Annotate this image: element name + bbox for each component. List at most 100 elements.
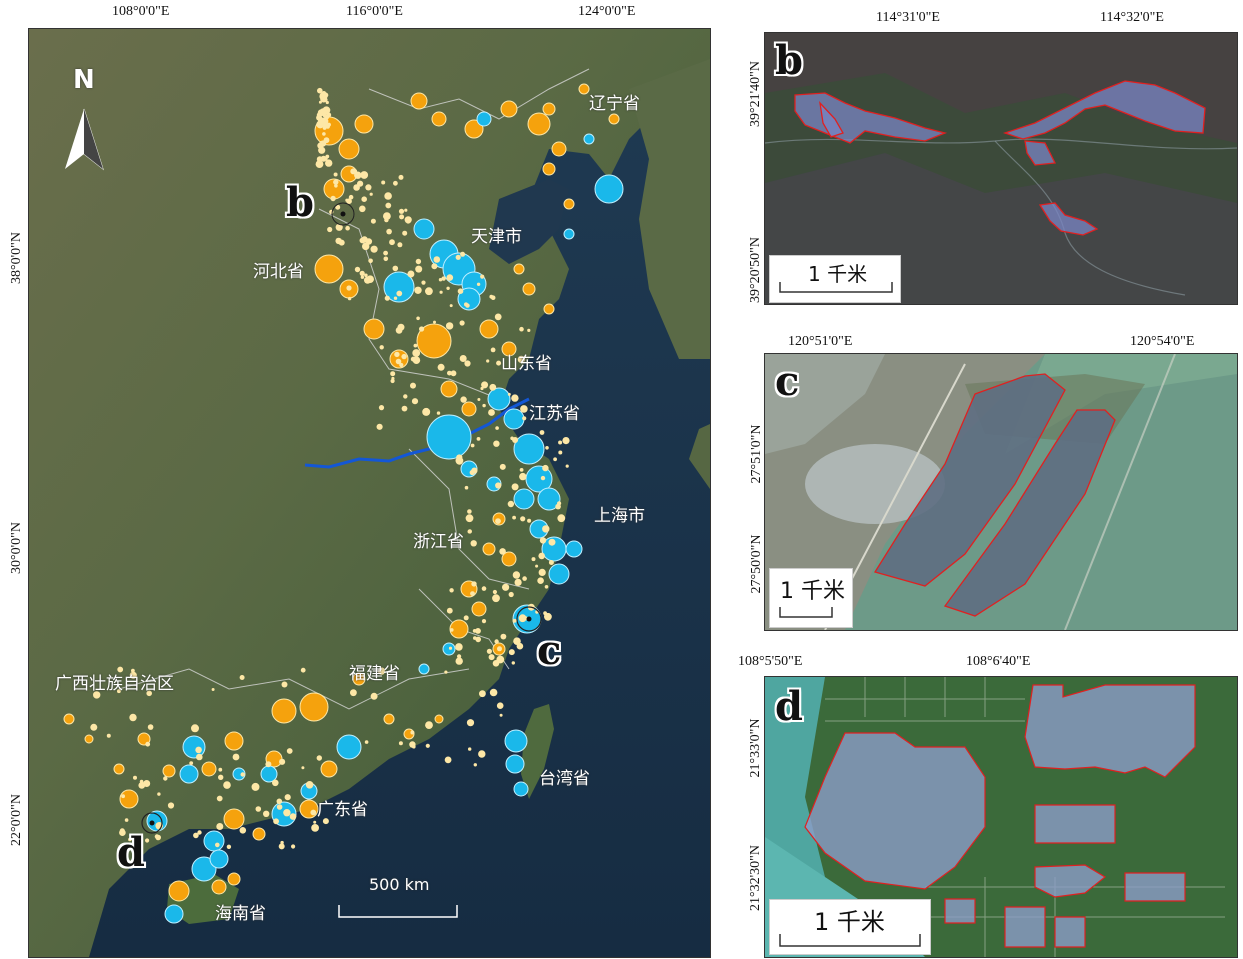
- pv-marker-small-dot: [370, 218, 376, 224]
- pv-marker-small-dot: [398, 174, 404, 180]
- pv-marker-small-dot: [216, 795, 223, 802]
- pv-marker-small-dot: [475, 628, 481, 634]
- pv-marker-small-dot: [327, 226, 333, 233]
- site-marker-c: [516, 606, 542, 632]
- pv-marker-small-dot: [121, 794, 125, 799]
- pv-marker-small-dot: [291, 844, 296, 849]
- pv-marker-small-dot: [391, 376, 395, 381]
- pv-marker-small-dot: [370, 245, 378, 253]
- pv-marker-small-dot: [383, 212, 391, 221]
- pv-marker-small-dot: [316, 114, 323, 121]
- pv-marker-small-dot: [496, 655, 505, 664]
- panel-b-satellite-view[interactable]: b 1 千米: [764, 32, 1238, 305]
- pv-marker-small-dot: [508, 649, 515, 656]
- pv-marker-small-dot: [446, 274, 454, 281]
- pv-marker-small-dot: [279, 758, 286, 765]
- panel-d-top-coord-2: 108°6'40"E: [966, 654, 1031, 669]
- pv-marker-small-dot: [553, 457, 557, 462]
- pv-marker-small-dot: [395, 326, 403, 334]
- pv-marker-small-dot: [470, 443, 475, 448]
- main-map[interactable]: N 500 km 辽宁省 天津市 河北省 山东省 江苏省 上海市 浙江省 福建省…: [28, 28, 711, 958]
- pv-marker-small-dot: [280, 840, 284, 845]
- pv-marker-small-dot: [316, 755, 322, 761]
- pv-marker-small-dot: [325, 100, 329, 105]
- pv-marker-small-dot: [414, 286, 422, 294]
- pv-marker-small-dot: [495, 426, 499, 430]
- pv-marker-small-dot: [377, 667, 386, 675]
- pv-marker-small-dot: [499, 713, 503, 717]
- pv-marker-small-dot: [470, 591, 475, 596]
- pv-marker-small-dot: [448, 646, 453, 650]
- pv-marker-small-dot: [346, 285, 352, 291]
- pv-marker-small-dot: [489, 294, 494, 299]
- main-top-coord-124: 124°0'0"E: [578, 4, 636, 19]
- pv-marker-small-dot: [450, 370, 457, 377]
- pv-marker-small-dot: [147, 724, 154, 730]
- pv-marker-small-dot: [333, 179, 339, 185]
- pv-marker-small-dot: [364, 740, 369, 744]
- panel-b-left-coord-2: 39°20'50"N: [748, 237, 763, 303]
- pv-marker-small-dot: [507, 392, 511, 396]
- pv-marker-small-dot: [416, 316, 420, 321]
- pv-marker-small-dot: [240, 772, 245, 777]
- pv-marker-small-dot: [392, 265, 399, 272]
- pv-marker-small-dot: [446, 286, 450, 290]
- japan-landmass: [689, 424, 710, 489]
- panel-d-scale-bar: [779, 934, 921, 947]
- panel-c-satellite-view[interactable]: c 1 千米: [764, 353, 1238, 631]
- pv-marker-small-dot: [300, 667, 306, 673]
- pv-marker-small-dot: [318, 100, 322, 104]
- pv-marker-small-dot: [535, 564, 539, 568]
- panel-b-scale-label: 1 千米: [808, 262, 868, 286]
- pv-marker-small-dot: [522, 416, 527, 421]
- pv-marker-small-dot: [215, 842, 220, 848]
- pv-marker-small-dot: [129, 713, 137, 722]
- pv-marker-small-dot: [513, 637, 521, 645]
- pv-marker-small-dot: [449, 304, 453, 308]
- pv-marker-small-dot: [317, 87, 323, 94]
- pv-marker-small-dot: [477, 398, 481, 401]
- pv-marker-small-dot: [511, 394, 519, 402]
- pv-marker-small-dot: [145, 838, 150, 843]
- pv-marker-small-dot: [565, 464, 569, 468]
- pv-marker-small-dot: [493, 440, 500, 447]
- main-left-coord-22: 22°0'0"N: [9, 794, 24, 846]
- panel-d-satellite-view[interactable]: d 1 千米: [764, 676, 1238, 958]
- pv-marker-small-dot: [436, 411, 441, 415]
- pv-marker-small-dot: [512, 515, 516, 520]
- pv-marker-small-dot: [124, 818, 129, 822]
- pv-marker-small-dot: [473, 636, 477, 640]
- pv-marker-small-dot: [311, 824, 319, 832]
- pv-marker-small-dot: [488, 654, 495, 661]
- pv-marker-small-dot: [486, 648, 492, 654]
- pv-marker-small-dot: [514, 578, 522, 587]
- pv-marker-small-dot: [211, 688, 215, 691]
- pv-marker-small-dot: [481, 586, 487, 591]
- pv-marker-small-dot: [155, 834, 161, 841]
- pv-marker-small-dot: [195, 746, 202, 754]
- panel-c-image: [765, 354, 1237, 630]
- pv-marker-small-dot: [354, 171, 362, 179]
- pv-marker-small-dot: [360, 171, 369, 179]
- pv-marker-small-dot: [519, 468, 524, 472]
- panel-b-pv-outlines: [794, 80, 1206, 236]
- north-arrow-icon: [65, 108, 104, 171]
- bohai-sea: [489, 179, 569, 264]
- pv-marker-small-dot: [397, 242, 403, 248]
- pv-marker-small-dot: [191, 724, 199, 733]
- pv-marker-small-dot: [459, 320, 465, 326]
- pv-marker-small-dot: [431, 263, 438, 270]
- pv-marker-small-dot: [482, 403, 486, 408]
- pv-marker-small-dot: [497, 646, 502, 652]
- pv-marker-small-dot: [361, 196, 368, 202]
- pv-marker-small-dot: [457, 288, 464, 295]
- pv-marker-small-dot: [232, 753, 240, 761]
- pv-marker-small-dot: [527, 518, 532, 523]
- pv-marker-small-dot: [531, 557, 536, 562]
- pv-marker-small-dot: [499, 463, 506, 470]
- pv-marker-small-dot: [411, 398, 419, 405]
- pv-marker-small-dot: [281, 681, 288, 688]
- pv-marker-small-dot: [476, 437, 481, 441]
- panel-d-scale-label: 1 千米: [814, 908, 885, 936]
- province-jiangsu: 江苏省: [529, 404, 580, 424]
